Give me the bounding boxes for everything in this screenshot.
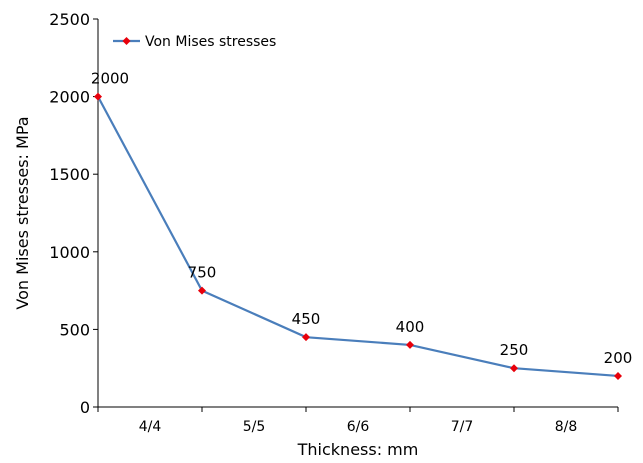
legend-marker — [122, 37, 131, 45]
data-point — [94, 92, 102, 101]
data-label: 200 — [604, 349, 633, 367]
x-tick-label: 4/4 — [139, 419, 162, 435]
data-point — [614, 371, 622, 380]
series-line — [97, 96, 619, 378]
data-point — [302, 333, 310, 342]
x-tick-label: 7/7 — [451, 419, 474, 435]
y-tick-label: 1000 — [49, 243, 90, 262]
data-label: 450 — [292, 310, 321, 328]
data-point — [406, 340, 414, 349]
y-tick-label: 500 — [59, 320, 90, 339]
y-axis: 0 500 1000 1500 2000 2500 — [49, 10, 99, 417]
legend-label: Von Mises stresses — [145, 34, 276, 50]
y-tick-label: 1500 — [49, 165, 90, 184]
x-axis: 4/4 5/5 6/6 7/7 8/8 — [97, 406, 619, 435]
x-axis-title: Thickness: mm — [297, 440, 419, 459]
data-label: 400 — [396, 318, 425, 336]
y-tick-label: 0 — [80, 398, 90, 417]
data-label: 2000 — [91, 70, 129, 88]
x-tick-label: 6/6 — [347, 419, 370, 435]
y-tick-label: 2000 — [49, 88, 90, 107]
y-tick-label: 2500 — [49, 10, 90, 29]
series-group: 2000 750 450 400 250 200 — [91, 70, 632, 380]
data-label: 250 — [500, 341, 529, 359]
x-tick-label: 8/8 — [555, 419, 578, 435]
legend: Von Mises stresses — [113, 34, 276, 50]
y-axis-title: Von Mises stresses: MPa — [13, 116, 32, 309]
data-point — [510, 364, 518, 373]
data-label: 750 — [188, 264, 217, 282]
data-point — [198, 286, 206, 295]
x-tick-label: 5/5 — [243, 419, 266, 435]
